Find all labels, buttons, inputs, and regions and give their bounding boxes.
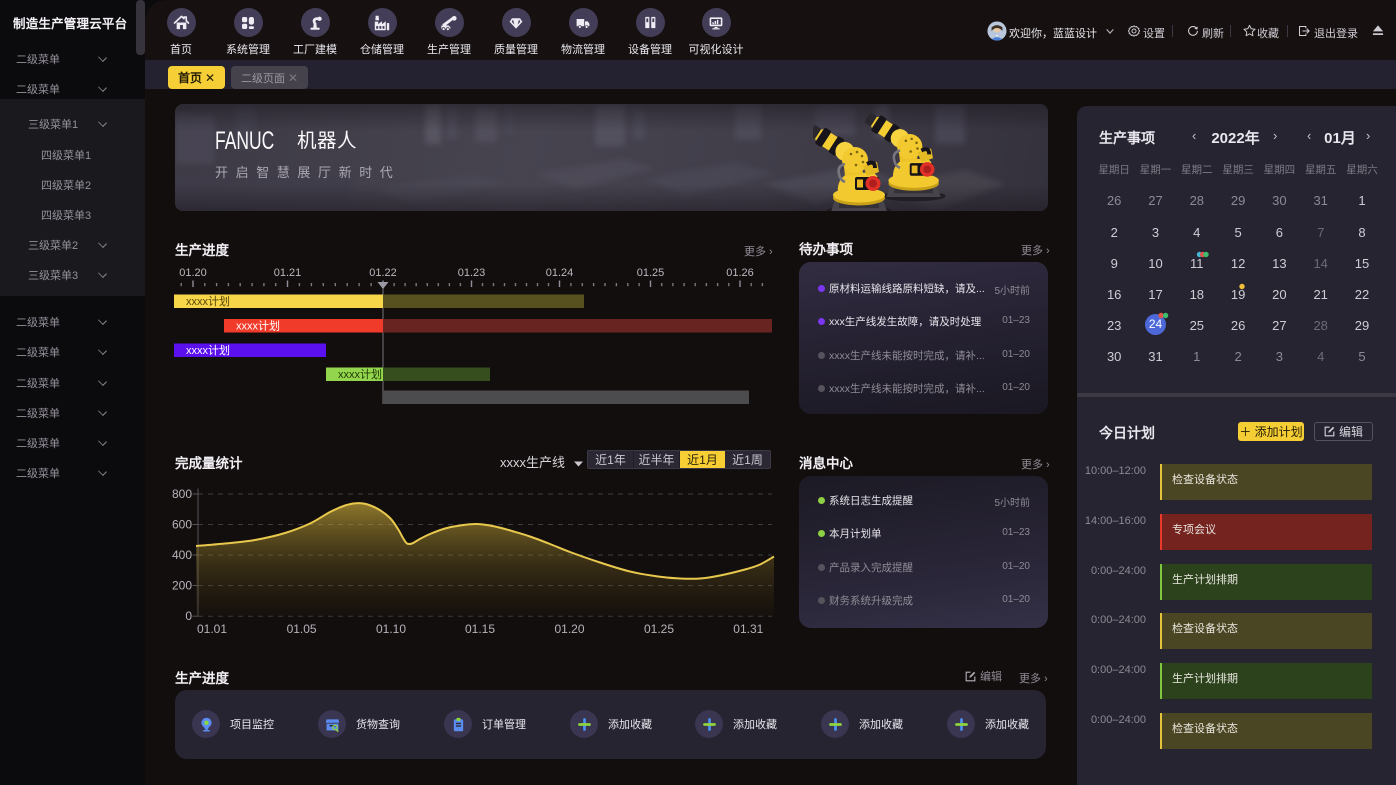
svg-text:01.25: 01.25 — [637, 267, 665, 279]
svg-text:01.26: 01.26 — [726, 267, 754, 279]
svg-text:01.20: 01.20 — [179, 267, 207, 279]
svg-text:xxxx计划: xxxx计划 — [236, 320, 280, 333]
svg-text:01.21: 01.21 — [274, 267, 302, 279]
svg-text:01.24: 01.24 — [546, 267, 574, 279]
svg-text:800: 800 — [172, 487, 192, 501]
svg-text:xxxx计划: xxxx计划 — [338, 368, 382, 381]
svg-text:01.10: 01.10 — [376, 622, 406, 636]
svg-text:01.20: 01.20 — [554, 622, 584, 636]
svg-text:01.01: 01.01 — [197, 622, 227, 636]
svg-text:xxxx计划: xxxx计划 — [186, 344, 230, 357]
svg-text:xxxx计划: xxxx计划 — [186, 295, 230, 308]
svg-text:01.25: 01.25 — [644, 622, 674, 636]
svg-text:200: 200 — [172, 579, 192, 593]
svg-text:400: 400 — [172, 548, 192, 562]
svg-text:01.23: 01.23 — [458, 267, 486, 279]
svg-text:01.15: 01.15 — [465, 622, 495, 636]
svg-text:600: 600 — [172, 518, 192, 532]
svg-text:01.31: 01.31 — [733, 622, 763, 636]
svg-text:01.05: 01.05 — [287, 622, 317, 636]
svg-text:01.22: 01.22 — [369, 267, 397, 279]
svg-text:0: 0 — [185, 609, 192, 623]
